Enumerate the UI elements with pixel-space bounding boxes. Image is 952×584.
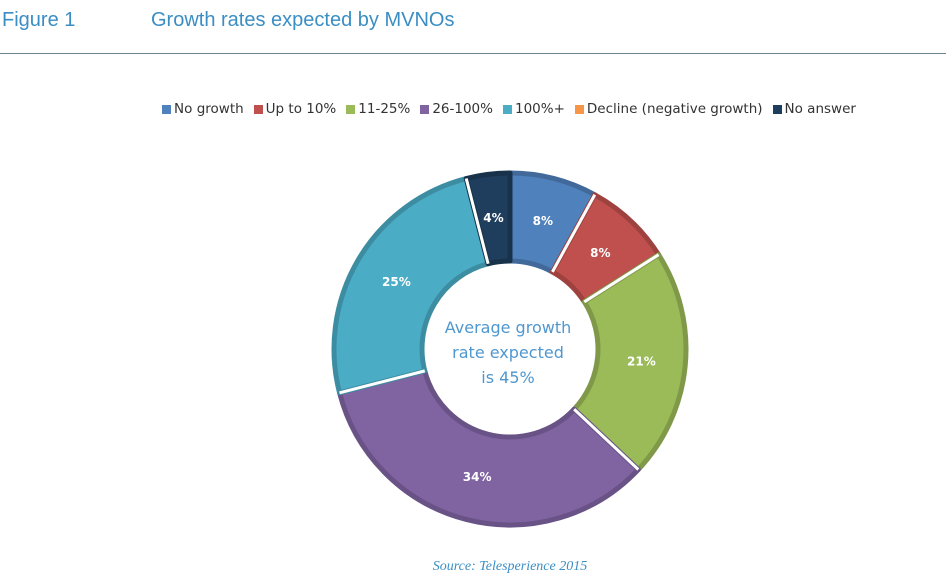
legend-swatch — [574, 104, 584, 114]
slice-11-25 — [571, 252, 689, 472]
legend-item-no-growth: No growth — [162, 101, 244, 117]
slice-no-answer — [463, 170, 513, 267]
slice-label-26-100: 34% — [463, 470, 492, 484]
legend-label: 11-25% — [358, 101, 411, 117]
slice-label-11-25: 21% — [627, 354, 656, 368]
slice-separator — [573, 408, 640, 471]
slice-separator — [583, 253, 660, 304]
slice-label-up-to-10: 8% — [590, 246, 610, 260]
slice-label-no-answer: 4% — [483, 211, 503, 225]
legend-label: 26-100% — [432, 101, 493, 117]
legend-item-up-to-10: Up to 10% — [253, 101, 337, 117]
legend-label: Decline (negative growth) — [586, 101, 763, 117]
legend-label: No answer — [784, 101, 856, 117]
figure-number: Figure 1 — [2, 9, 76, 31]
legend-item-11-25: 11-25% — [346, 101, 410, 117]
slice-separator — [339, 369, 426, 395]
header-divider — [0, 53, 946, 54]
legend-label: 100%+ — [514, 101, 565, 117]
legend-label: Up to 10% — [265, 101, 337, 117]
legend-swatch — [502, 104, 512, 114]
figure-title: Growth rates expected by MVNOs — [151, 9, 455, 31]
center-text-line-3: is 45% — [481, 368, 534, 387]
donut-slices — [331, 170, 689, 528]
slice-separator — [551, 194, 597, 273]
legend-swatch — [420, 104, 430, 114]
center-text-line-2: rate expected — [452, 343, 564, 362]
slice-26-100 — [337, 368, 641, 528]
legend-swatch — [253, 104, 263, 114]
legend-item-26-100: 26-100% — [420, 101, 493, 117]
chart-legend: No growth Up to 10% 11-25% 26-100% 100%+ Decl… — [0, 101, 952, 117]
legend-item-decline-negative-growth: Decline (negative growth) — [574, 101, 763, 117]
figure-header: Figure 1 Growth rates expected by MVNOs — [0, 0, 952, 56]
legend-swatch — [346, 104, 356, 114]
slice-label-100: 25% — [382, 275, 411, 289]
slice-100 — [331, 176, 491, 396]
slice-label-no-growth: 8% — [533, 214, 553, 228]
legend-swatch — [162, 104, 172, 114]
slice-labels: 8% 8% 21% 34% 25% 4% — [382, 211, 656, 484]
legend-label: No growth — [174, 101, 244, 117]
center-text-line-1: Average growth — [445, 318, 571, 337]
legend-swatch — [772, 104, 782, 114]
legend-item-100: 100%+ — [502, 101, 565, 117]
source-note: Source: Telesperience 2015 — [432, 559, 588, 574]
legend-item-no-answer: No answer — [772, 101, 856, 117]
slice-separator — [464, 178, 490, 265]
